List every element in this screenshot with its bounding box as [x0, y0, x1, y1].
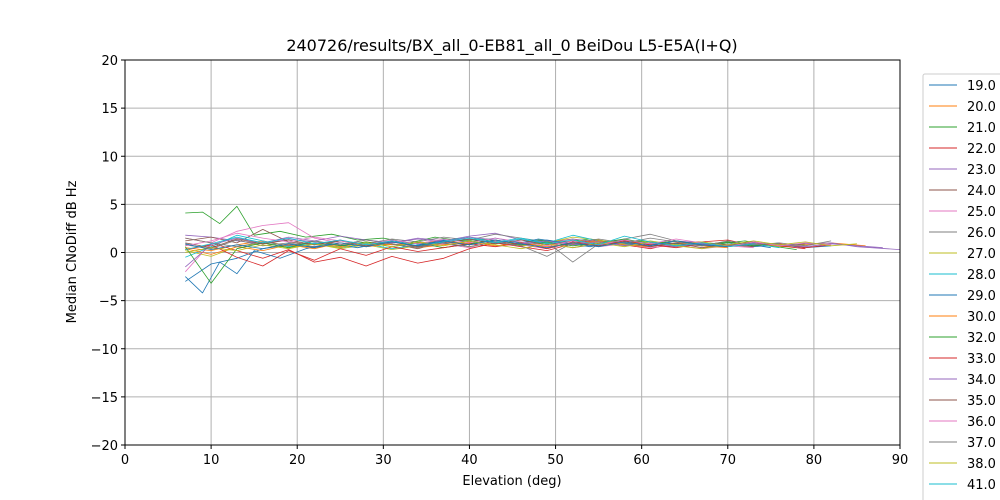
x-tick-label: 60 — [633, 453, 650, 468]
y-tick-label: 0 — [110, 247, 118, 262]
series-layer — [184, 205, 901, 294]
legend-label: 21.0 — [967, 121, 996, 136]
x-tick-label: 20 — [289, 453, 306, 468]
y-tick-label: 15 — [101, 102, 118, 117]
y-tick-label: 5 — [110, 198, 118, 213]
y-tick-label: −5 — [99, 295, 118, 310]
legend-label: 29.0 — [967, 289, 996, 304]
legend-label: 25.0 — [967, 205, 996, 220]
x-tick-label: 40 — [461, 453, 478, 468]
x-axis-label: Elevation (deg) — [462, 474, 561, 489]
x-tick-label: 80 — [806, 453, 823, 468]
legend-label: 34.0 — [967, 373, 996, 388]
legend-label: 23.0 — [967, 163, 996, 178]
legend-label: 26.0 — [967, 226, 996, 241]
y-tick-label: −10 — [91, 343, 118, 358]
legend-label: 24.0 — [967, 184, 996, 199]
legend-label: 36.0 — [967, 415, 996, 430]
y-axis-label: Median CNoDiff dB Hz — [65, 180, 80, 323]
y-axis: −20 −15 −10 −5 0 5 10 15 20 — [91, 54, 125, 454]
legend-label: 32.0 — [967, 331, 996, 346]
y-tick-label: 20 — [101, 54, 118, 69]
x-tick-label: 70 — [720, 453, 737, 468]
y-tick-label: −20 — [91, 439, 118, 454]
x-tick-label: 50 — [547, 453, 564, 468]
legend-label: 37.0 — [967, 436, 996, 451]
chart-title: 240726/results/BX_all_0-EB81_all_0 BeiDo… — [286, 36, 737, 56]
series-line-38.0 — [185, 240, 857, 253]
legend-box — [922, 73, 1000, 500]
x-tick-label: 10 — [203, 453, 220, 468]
series-line-37.0 — [185, 237, 832, 257]
x-tick-label: 90 — [892, 453, 909, 468]
series-line-35.0 — [185, 238, 754, 249]
legend-label: 28.0 — [967, 268, 996, 283]
x-tick-label: 0 — [121, 453, 129, 468]
legend-label: 33.0 — [967, 352, 996, 367]
legend-label: 22.0 — [967, 142, 996, 157]
legend-label: 38.0 — [967, 457, 996, 472]
legend-label: 35.0 — [967, 394, 996, 409]
legend: 19.0 20.0 21.0 22.0 23.0 24.0 25.0 26.0 27.0 28.0… — [922, 73, 1000, 500]
series-line-25.0 — [185, 222, 754, 273]
legend-label: 19.0 — [967, 79, 996, 94]
legend-label: 20.0 — [967, 100, 996, 115]
x-tick-label: 30 — [375, 453, 392, 468]
legend-label: 30.0 — [967, 310, 996, 325]
series-line-42.0 — [185, 239, 728, 251]
legend-label: 27.0 — [967, 247, 996, 262]
x-axis: 0 10 20 30 40 50 60 70 80 90 — [121, 445, 908, 468]
y-tick-label: 10 — [101, 150, 118, 165]
legend-label: 41.0 — [967, 478, 996, 493]
series-line-41.0 — [185, 235, 754, 250]
y-tick-label: −15 — [91, 391, 118, 406]
